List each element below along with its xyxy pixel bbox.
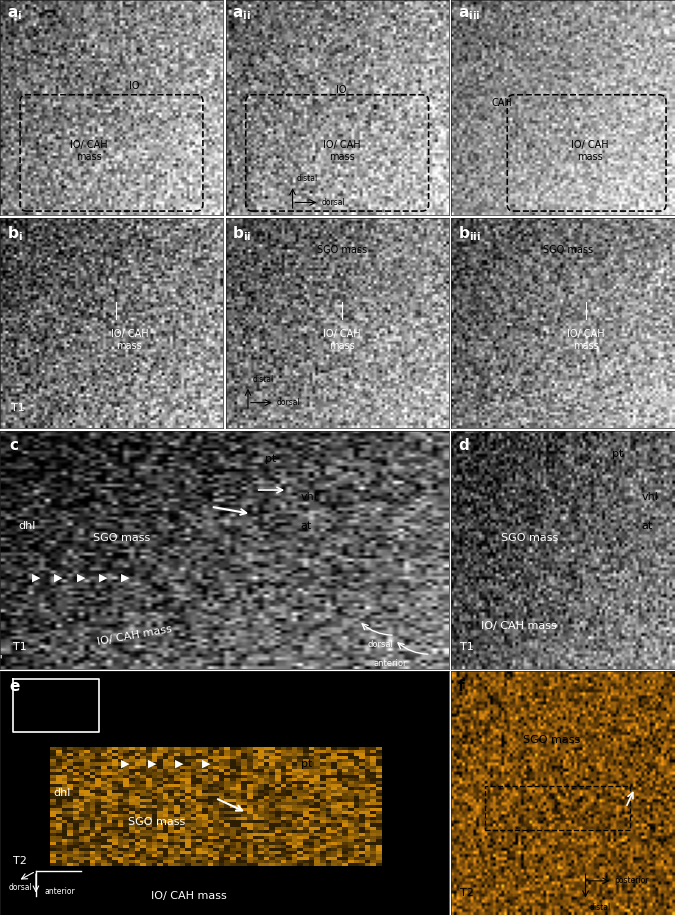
Text: c: c (9, 437, 18, 453)
Text: posterior: posterior (615, 877, 649, 886)
Text: IO/ CAH
mass: IO/ CAH mass (323, 328, 360, 350)
Text: SGO mass: SGO mass (317, 244, 367, 254)
Text: a$_\mathregular{ii}$: a$_\mathregular{ii}$ (232, 6, 251, 22)
Text: ▶: ▶ (176, 759, 184, 769)
Text: anterior: anterior (45, 887, 76, 896)
Text: T1: T1 (460, 642, 474, 651)
Text: d: d (458, 437, 469, 453)
Text: pt: pt (300, 759, 312, 769)
Text: b$_\mathregular{ii}$: b$_\mathregular{ii}$ (232, 224, 252, 243)
Text: IO/ CAH mass: IO/ CAH mass (97, 624, 173, 647)
Text: vhl: vhl (300, 492, 317, 502)
Text: distal: distal (252, 375, 273, 383)
Text: at: at (300, 521, 312, 531)
Text: IO/ CAH
mass: IO/ CAH mass (567, 328, 604, 350)
Text: IO/ CAH
mass: IO/ CAH mass (323, 140, 360, 162)
Text: ▶: ▶ (202, 759, 211, 769)
Text: at: at (641, 521, 653, 531)
Text: dorsal: dorsal (321, 198, 346, 207)
Text: pt: pt (612, 449, 624, 459)
Text: ▶: ▶ (122, 759, 130, 769)
Text: ▶: ▶ (122, 573, 130, 583)
Text: anterior: anterior (373, 659, 407, 668)
Text: pt: pt (265, 454, 276, 464)
Text: distal: distal (297, 174, 319, 183)
Text: ▶: ▶ (99, 573, 107, 583)
Text: ▶: ▶ (148, 759, 157, 769)
Text: IO/ CAH
mass: IO/ CAH mass (70, 140, 108, 162)
Text: SGO mass: SGO mass (523, 735, 580, 745)
Text: a$_\mathregular{iii}$: a$_\mathregular{iii}$ (458, 6, 481, 22)
Text: IO: IO (130, 81, 140, 92)
Text: vhl: vhl (641, 492, 658, 502)
Text: T2: T2 (14, 856, 27, 867)
Text: e: e (9, 679, 20, 694)
Text: a$_\mathregular{i}$: a$_\mathregular{i}$ (7, 6, 22, 22)
Text: T1: T1 (11, 404, 25, 413)
Text: dhl: dhl (54, 788, 72, 798)
Text: T2: T2 (460, 888, 474, 898)
Text: T1: T1 (14, 642, 27, 651)
Text: dorsal: dorsal (9, 883, 32, 892)
Text: b$_\mathregular{i}$: b$_\mathregular{i}$ (7, 224, 22, 243)
Text: dorsal: dorsal (368, 640, 394, 649)
Text: distal: distal (590, 903, 612, 912)
Text: SGO mass: SGO mass (543, 244, 593, 254)
Text: IO/ CAH mass: IO/ CAH mass (151, 890, 226, 900)
Text: f: f (458, 679, 464, 694)
Text: ▶: ▶ (54, 573, 63, 583)
Text: IO/ CAH mass: IO/ CAH mass (481, 620, 556, 630)
Text: IO/ CAH
mass: IO/ CAH mass (571, 140, 609, 162)
Text: b$_\mathregular{iii}$: b$_\mathregular{iii}$ (458, 224, 481, 243)
Text: dorsal: dorsal (277, 398, 300, 407)
Text: SGO mass: SGO mass (92, 533, 150, 543)
Text: IO: IO (336, 85, 347, 95)
Text: ▶: ▶ (76, 573, 85, 583)
Text: dhl: dhl (18, 521, 35, 531)
Text: CAH: CAH (491, 99, 512, 108)
Text: SGO mass: SGO mass (501, 533, 558, 543)
Text: ▶: ▶ (32, 573, 40, 583)
Text: IO/ CAH
mass: IO/ CAH mass (111, 328, 148, 350)
Text: SGO mass: SGO mass (128, 817, 186, 827)
